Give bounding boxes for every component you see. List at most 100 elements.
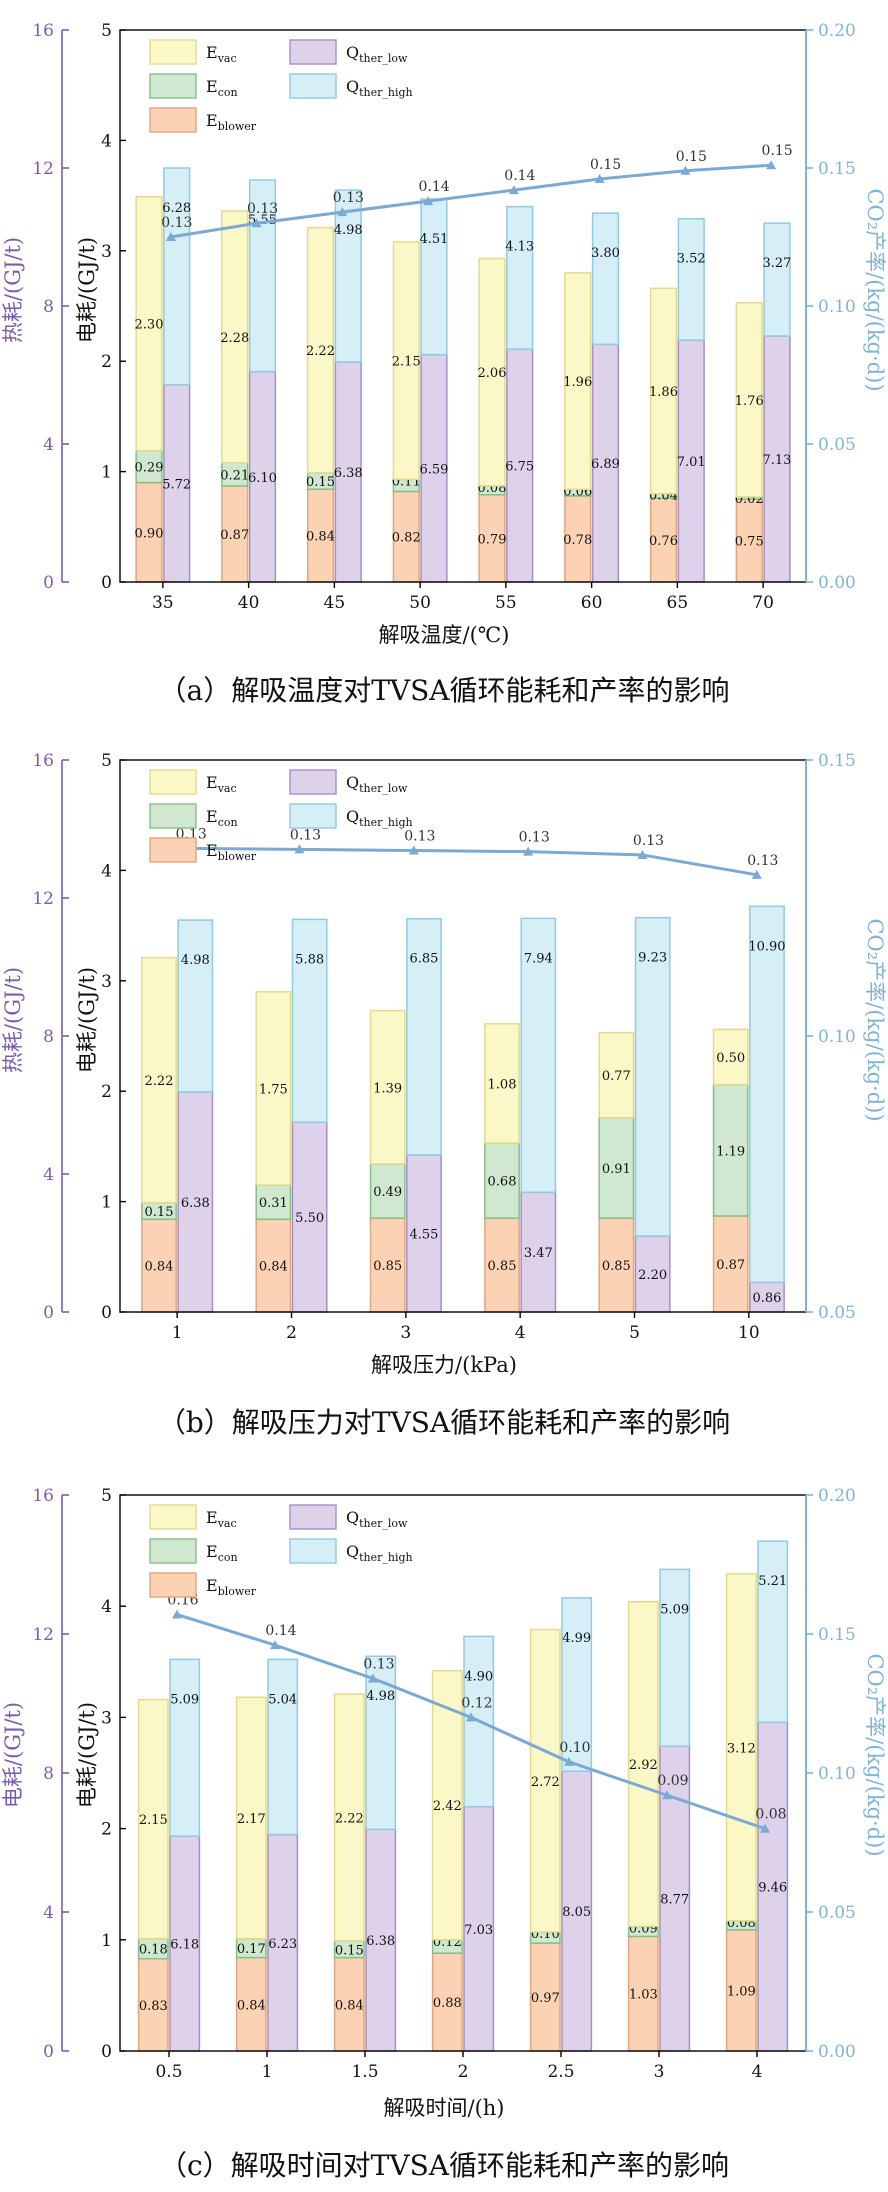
- rate-tick-label-1: 0.05: [818, 435, 856, 455]
- co2-rate-label-1: 0.13: [247, 201, 278, 217]
- panel-a-ylabel-left: 热耗/(GJ/t): [1, 237, 25, 343]
- heat-tick-label-0: 0: [43, 1303, 54, 1323]
- label-q_ther_high-3: 4.90: [464, 1669, 493, 1684]
- label-q_ther_low-0: 5.72: [162, 477, 191, 492]
- bar-q_ther_high-7: [763, 222, 791, 337]
- label-q_ther_low-2: 6.38: [366, 1934, 395, 1949]
- bar-q_ther_high-1: [248, 179, 277, 373]
- bar-e_blower-1: [255, 1218, 292, 1313]
- bar-q_ther_low-1: [291, 1121, 328, 1313]
- legend-swatch-q_ther_high: [289, 1538, 337, 1564]
- rate-tick-label-1: 0.10: [818, 1027, 856, 1047]
- bar-q_ther_low-1: [248, 370, 277, 583]
- label-q_ther_high-6: 5.21: [758, 1574, 787, 1589]
- label-e_vac-4: 0.77: [602, 1069, 631, 1084]
- co2-rate-label-4: 0.13: [633, 833, 664, 849]
- legend-label-e_con: Econ: [206, 1542, 238, 1564]
- label-q_ther_high-2: 6.85: [410, 952, 439, 967]
- electric-tick-label-4: 4: [101, 861, 112, 881]
- co2-rate-label-2: 0.13: [363, 1656, 394, 1672]
- heat-tick-label-0: 0: [43, 2042, 54, 2062]
- bar-e_vac-1: [235, 1696, 267, 1940]
- x-tick-label-3: 50: [409, 593, 431, 613]
- bar-e_vac-5: [564, 272, 592, 491]
- electric-tick-label-1: 1: [101, 1931, 112, 1951]
- label-e_blower-1: 0.87: [220, 528, 249, 543]
- panel-b-ylabel-left: 热耗/(GJ/t): [1, 967, 25, 1073]
- electric-tick-label-0: 0: [101, 2042, 112, 2062]
- panel-c-ylabel-center: 电耗/(GJ/t): [75, 1702, 99, 1808]
- co2-rate-label-1: 0.14: [265, 1623, 296, 1639]
- bar-e_vac-2: [306, 226, 335, 474]
- label-e_blower-0: 0.83: [139, 1999, 168, 2014]
- bar-q_ther_low-3: [520, 1191, 557, 1313]
- label-q_ther_high-0: 5.09: [170, 1692, 199, 1707]
- co2-rate-label-0: 0.13: [161, 215, 192, 231]
- bar-e_vac-4: [478, 257, 506, 487]
- legend-label-e_con: Econ: [206, 77, 238, 99]
- label-e_blower-4: 0.79: [478, 532, 507, 547]
- heat-tick-label-3: 12: [32, 159, 54, 179]
- label-e_blower-3: 0.88: [433, 1996, 462, 2011]
- label-e_blower-3: 0.85: [488, 1259, 517, 1274]
- co2-rate-point-3: [523, 846, 534, 856]
- electric-tick-label-2: 2: [101, 1820, 112, 1840]
- panel-b-chart: 0.84 0.15 2.22 6.38 4.98 0.84 0.31 1.75 5.50 5.88…: [1, 751, 887, 1439]
- label-q_ther_high-4: 4.13: [505, 240, 534, 255]
- bar-q_ther_high-3: [420, 198, 448, 356]
- label-q_ther_high-5: 5.09: [660, 1602, 689, 1617]
- panel-c-chart: 0.83 0.18 2.15 6.18 5.09 0.84 0.17 2.17 6.23 5.04…: [1, 1486, 887, 2182]
- bar-q_ther_low-0: [163, 383, 191, 583]
- label-e_con-1: 0.31: [259, 1196, 288, 1211]
- x-tick-label-6: 4: [752, 2062, 763, 2082]
- bar-q_ther_high-5: [659, 1568, 691, 1747]
- rate-tick-label-0: 0.05: [818, 1303, 856, 1323]
- legend-swatch-e_blower: [149, 1572, 197, 1598]
- label-e_vac-3: 2.42: [433, 1799, 462, 1814]
- bar-q_ther_high-6: [757, 1540, 789, 1724]
- legend-label-e_con: Econ: [206, 807, 238, 829]
- bar-q_ther_high-0: [177, 919, 214, 1093]
- co2-rate-point-7: [766, 160, 777, 170]
- bar-e_blower-4: [478, 494, 506, 583]
- x-tick-label-2: 3: [400, 1323, 411, 1343]
- label-e_vac-7: 1.76: [735, 394, 764, 409]
- label-q_ther_low-2: 4.55: [410, 1228, 439, 1243]
- panel-a-ylabel-center: 电耗/(GJ/t): [75, 237, 99, 343]
- label-e_vac-0: 2.15: [139, 1813, 168, 1828]
- label-q_ther_low-2: 6.38: [334, 466, 363, 481]
- label-e_blower-1: 0.84: [259, 1260, 288, 1275]
- label-e_blower-5: 0.78: [563, 533, 592, 548]
- bar-e_blower-2: [306, 488, 335, 583]
- panel-a-xlabel: 解吸温度/(℃): [379, 623, 510, 647]
- bar-e_vac-5: [712, 1028, 749, 1086]
- label-q_ther_high-7: 3.27: [763, 256, 792, 271]
- label-q_ther_high-1: 5.88: [295, 952, 324, 967]
- x-tick-label-1: 2: [286, 1323, 297, 1343]
- x-tick-label-1: 1: [262, 2062, 273, 2082]
- co2-rate-point-4: [508, 185, 519, 195]
- rate-tick-label-3: 0.15: [818, 159, 856, 179]
- label-e_vac-2: 2.22: [335, 1811, 364, 1826]
- label-q_ther_high-3: 4.51: [420, 232, 449, 247]
- electric-tick-label-4: 4: [101, 131, 112, 151]
- rate-tick-label-3: 0.15: [818, 1625, 856, 1645]
- bar-e_vac-0: [141, 956, 177, 1204]
- co2-rate-line: [185, 846, 758, 877]
- x-tick-label-4: 2.5: [547, 2062, 574, 2082]
- legend-label-q_ther_high: Qther_high: [346, 77, 413, 99]
- legend-label-q_ther_low: Qther_low: [346, 1508, 408, 1530]
- label-q_ther_high-4: 9.23: [638, 951, 667, 966]
- bar-e_vac-3: [484, 1023, 520, 1144]
- bar-e_vac-4: [598, 1031, 635, 1119]
- label-q_ther_low-1: 5.50: [295, 1211, 324, 1226]
- panel-b-caption: （b）解吸压力对TVSA循环能耗和产率的影响: [158, 1406, 730, 1439]
- panel-a-chart: 0.900.292.305.726.280.870.212.286.105.55…: [1, 21, 887, 707]
- panel-c-xlabel: 解吸时间/(h): [384, 2096, 505, 2120]
- label-e_blower-2: 0.84: [306, 530, 335, 545]
- heat-tick-label-1: 4: [43, 1903, 54, 1923]
- bar-e_vac-3: [392, 241, 420, 481]
- bar-e_con-1: [255, 1184, 292, 1221]
- x-tick-label-0: 0.5: [155, 2062, 182, 2082]
- label-e_vac-2: 1.39: [373, 1081, 402, 1096]
